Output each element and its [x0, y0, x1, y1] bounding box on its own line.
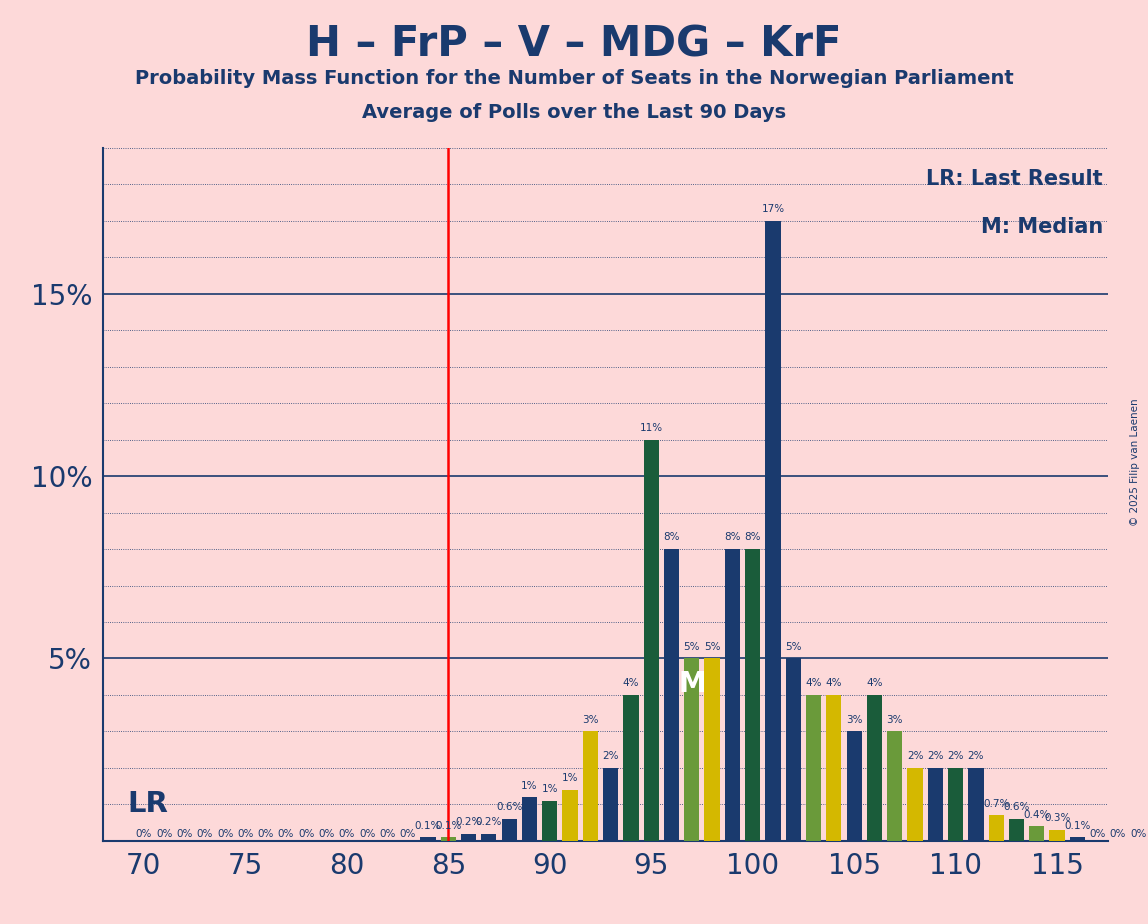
Bar [684, 659, 699, 841]
Text: 2%: 2% [947, 751, 964, 761]
Bar [907, 768, 923, 841]
Bar [502, 819, 517, 841]
Text: 4%: 4% [806, 678, 822, 688]
Text: 0.1%: 0.1% [435, 821, 461, 831]
Text: 0%: 0% [278, 829, 294, 839]
Text: 1%: 1% [521, 781, 537, 791]
Text: 2%: 2% [968, 751, 984, 761]
Text: 0%: 0% [196, 829, 214, 839]
Text: 0%: 0% [400, 829, 416, 839]
Text: 0%: 0% [379, 829, 396, 839]
Text: 4%: 4% [825, 678, 843, 688]
Text: M: M [678, 670, 706, 698]
Text: 0%: 0% [238, 829, 254, 839]
Text: 0%: 0% [257, 829, 274, 839]
Bar [724, 549, 740, 841]
Text: 2%: 2% [928, 751, 944, 761]
Bar [1030, 826, 1045, 841]
Text: M: Median: M: Median [980, 217, 1103, 237]
Text: LR: Last Result: LR: Last Result [926, 168, 1103, 188]
Bar [968, 768, 984, 841]
Text: 0.1%: 0.1% [1064, 821, 1091, 831]
Text: 5%: 5% [683, 642, 700, 652]
Text: 3%: 3% [886, 715, 903, 724]
Text: 3%: 3% [582, 715, 598, 724]
Bar [705, 659, 720, 841]
Text: 0%: 0% [339, 829, 355, 839]
Text: 0%: 0% [1130, 829, 1147, 839]
Bar [928, 768, 943, 841]
Text: 0%: 0% [217, 829, 233, 839]
Bar [563, 790, 577, 841]
Text: 1%: 1% [561, 773, 579, 784]
Text: 5%: 5% [785, 642, 801, 652]
Text: 3%: 3% [846, 715, 862, 724]
Text: H – FrP – V – MDG – KrF: H – FrP – V – MDG – KrF [307, 23, 841, 65]
Bar [441, 837, 456, 841]
Text: 0.1%: 0.1% [414, 821, 441, 831]
Text: 8%: 8% [664, 532, 680, 542]
Bar [1070, 837, 1085, 841]
Text: 0.3%: 0.3% [1044, 813, 1070, 823]
Text: 0%: 0% [318, 829, 335, 839]
Bar [806, 695, 821, 841]
Text: 0.6%: 0.6% [1003, 802, 1030, 812]
Bar [644, 440, 659, 841]
Text: 17%: 17% [761, 204, 784, 214]
Text: LR: LR [127, 790, 169, 819]
Text: Probability Mass Function for the Number of Seats in the Norwegian Parliament: Probability Mass Function for the Number… [134, 69, 1014, 89]
Text: © 2025 Filip van Laenen: © 2025 Filip van Laenen [1130, 398, 1140, 526]
Bar [846, 732, 862, 841]
Bar [623, 695, 638, 841]
Bar [603, 768, 619, 841]
Text: 11%: 11% [639, 423, 662, 433]
Text: 0%: 0% [1089, 829, 1106, 839]
Text: 1%: 1% [542, 784, 558, 794]
Bar [785, 659, 801, 841]
Bar [948, 768, 963, 841]
Bar [827, 695, 841, 841]
Text: 0%: 0% [177, 829, 193, 839]
Text: 0%: 0% [156, 829, 172, 839]
Bar [867, 695, 882, 841]
Text: 8%: 8% [724, 532, 740, 542]
Text: 0%: 0% [359, 829, 375, 839]
Bar [664, 549, 680, 841]
Text: 0.7%: 0.7% [983, 798, 1009, 808]
Text: 4%: 4% [622, 678, 639, 688]
Bar [1009, 819, 1024, 841]
Text: 0.2%: 0.2% [456, 817, 482, 827]
Text: 0%: 0% [135, 829, 152, 839]
Bar [542, 801, 558, 841]
Bar [420, 837, 435, 841]
Text: Average of Polls over the Last 90 Days: Average of Polls over the Last 90 Days [362, 103, 786, 123]
Text: 0%: 0% [1110, 829, 1126, 839]
Bar [583, 732, 598, 841]
Text: 0.2%: 0.2% [475, 817, 502, 827]
Text: 0%: 0% [298, 829, 315, 839]
Bar [745, 549, 760, 841]
Bar [461, 833, 476, 841]
Bar [1049, 830, 1064, 841]
Bar [988, 815, 1003, 841]
Text: 8%: 8% [744, 532, 761, 542]
Bar [481, 833, 496, 841]
Text: 2%: 2% [907, 751, 923, 761]
Bar [887, 732, 902, 841]
Text: 0.6%: 0.6% [496, 802, 522, 812]
Text: 5%: 5% [704, 642, 720, 652]
Text: 2%: 2% [603, 751, 619, 761]
Text: 4%: 4% [867, 678, 883, 688]
Text: 0.4%: 0.4% [1024, 809, 1050, 820]
Bar [522, 797, 537, 841]
Bar [766, 221, 781, 841]
